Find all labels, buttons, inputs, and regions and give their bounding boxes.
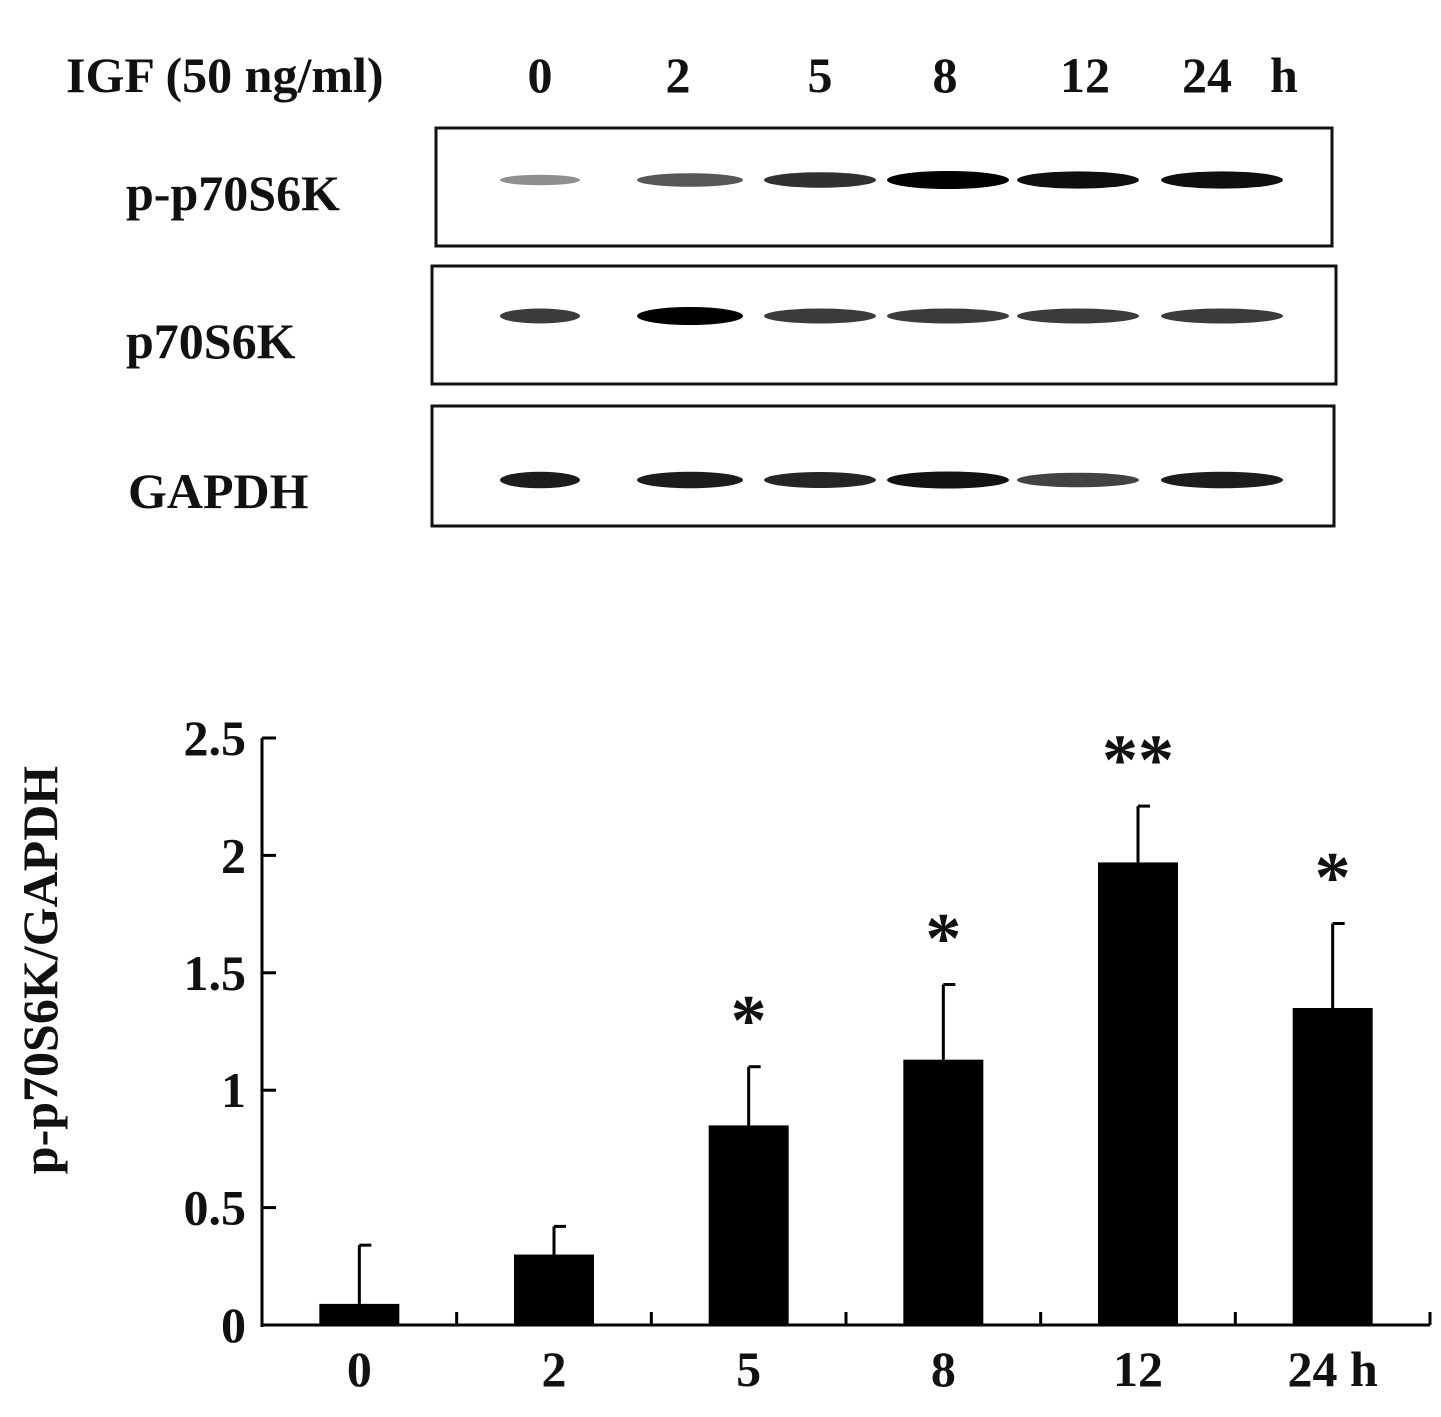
significance-marker: * bbox=[925, 899, 961, 979]
blot-band bbox=[887, 171, 1009, 189]
blot-band bbox=[764, 472, 876, 488]
y-tick-label: 2 bbox=[221, 827, 246, 883]
lane-label: 2 bbox=[666, 47, 691, 103]
y-tick-label: 0.5 bbox=[184, 1180, 247, 1236]
y-tick-label: 2.5 bbox=[184, 710, 247, 766]
bars: ***** bbox=[319, 720, 1373, 1325]
significance-marker: ** bbox=[1102, 720, 1174, 800]
y-tick-label: 1.5 bbox=[184, 945, 247, 1001]
bar-2 bbox=[514, 1254, 594, 1325]
lane-label: 5 bbox=[808, 47, 833, 103]
lane-labels: 0 2 5 8 12 24 bbox=[528, 47, 1233, 103]
lane-label: 24 bbox=[1182, 47, 1232, 103]
significance-marker: * bbox=[731, 981, 767, 1061]
lane-label: 0 bbox=[528, 47, 553, 103]
x-tick-label: 24 h bbox=[1288, 1341, 1379, 1397]
blot-band bbox=[887, 308, 1009, 324]
x-tick-label: 12 bbox=[1113, 1341, 1163, 1397]
bar-5 bbox=[708, 1125, 789, 1325]
blot-band bbox=[1161, 308, 1283, 324]
bar-chart: p-p70S6K/GAPDH 0 0.5 1 1.5 2 2.5 0 2 5 8 12 24 h *… bbox=[12, 710, 1432, 1397]
bar-0 bbox=[319, 1303, 400, 1325]
blot-band bbox=[1017, 171, 1139, 189]
blot-row-label: p70S6K bbox=[126, 313, 296, 369]
lane-label: 12 bbox=[1060, 47, 1110, 103]
blot-panel bbox=[430, 404, 1336, 528]
blot-panel bbox=[430, 264, 1338, 386]
blot-band bbox=[1161, 471, 1283, 489]
bar-8 bbox=[903, 1059, 984, 1325]
blot-band bbox=[500, 308, 580, 324]
time-unit-label: h bbox=[1270, 47, 1298, 103]
blot-band bbox=[764, 172, 876, 188]
blot-band bbox=[764, 308, 876, 324]
bar-12 bbox=[1098, 862, 1178, 1325]
blot-band bbox=[637, 307, 743, 325]
blot-band bbox=[500, 471, 580, 489]
blot-band bbox=[637, 173, 743, 187]
blot-panel bbox=[434, 126, 1334, 248]
x-tick-label: 8 bbox=[931, 1341, 956, 1397]
x-tick-label: 0 bbox=[347, 1341, 372, 1397]
blot-band bbox=[500, 174, 580, 186]
blot-row-label: p-p70S6K bbox=[126, 165, 340, 221]
blot-band bbox=[887, 471, 1009, 489]
bar-24-h bbox=[1292, 1008, 1373, 1325]
significance-marker: * bbox=[1315, 837, 1351, 917]
western-blot: p-p70S6K p70S6K GAPDH bbox=[126, 126, 1338, 528]
blot-band bbox=[1161, 171, 1283, 189]
lane-label: 8 bbox=[933, 47, 958, 103]
x-tick-label: 5 bbox=[736, 1341, 761, 1397]
y-axis-label: p-p70S6K/GAPDH bbox=[12, 766, 68, 1175]
y-ticks: 0 0.5 1 1.5 2 2.5 bbox=[184, 710, 276, 1353]
blot-row-label: GAPDH bbox=[128, 463, 309, 519]
x-ticks: 0 2 5 8 12 24 h bbox=[347, 1312, 1432, 1397]
y-tick-label: 0 bbox=[221, 1297, 246, 1353]
y-tick-label: 1 bbox=[221, 1062, 246, 1118]
blot-band bbox=[1017, 472, 1139, 488]
treatment-label: IGF (50 ng/ml) bbox=[66, 47, 384, 103]
x-tick-label: 2 bbox=[542, 1341, 567, 1397]
blot-band bbox=[1017, 308, 1139, 324]
blot-band bbox=[637, 471, 743, 489]
